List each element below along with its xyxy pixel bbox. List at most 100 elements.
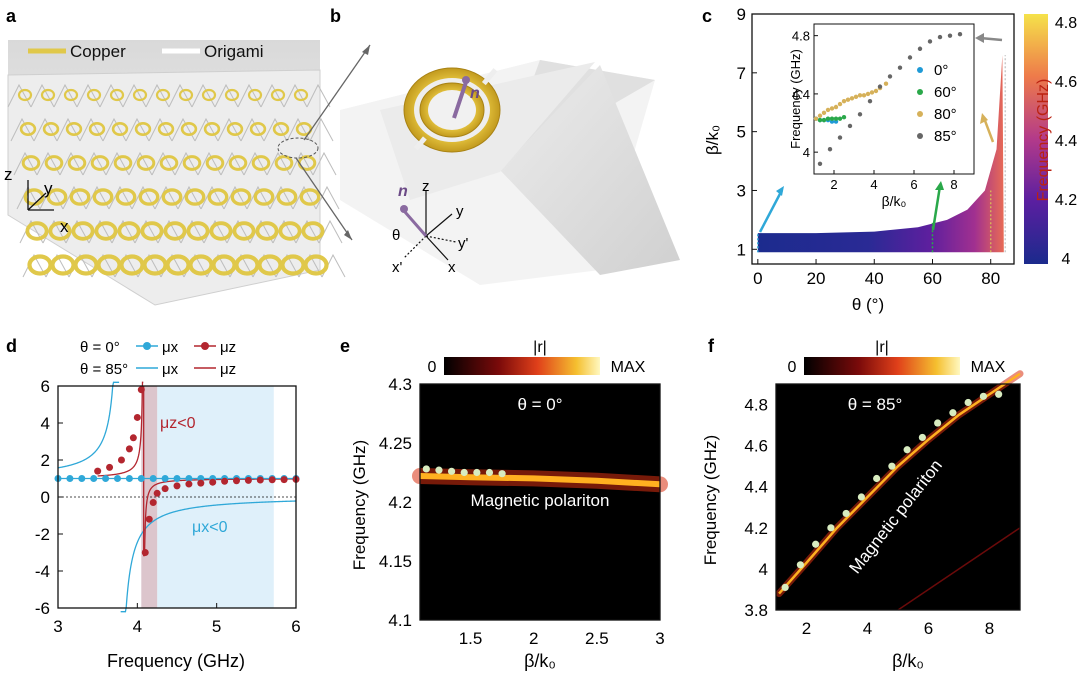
fold-row — [7, 83, 331, 108]
inset-point-80° — [841, 98, 847, 104]
fold-row — [13, 151, 337, 176]
inset-point-60° — [833, 116, 839, 121]
inset-point-85° — [947, 33, 953, 38]
axis-y-b: y — [456, 203, 464, 220]
measured-point — [796, 561, 805, 569]
axis-z-b: z — [422, 178, 430, 195]
copper-ring — [301, 221, 325, 241]
inset-point-85° — [887, 74, 893, 79]
copper-ring — [71, 221, 95, 241]
inset-point-80° — [853, 94, 859, 100]
inset-y-tick-label: 4.4 — [792, 87, 810, 102]
inset-ylabel: Frequency (GHz) — [788, 49, 803, 149]
inset-frame — [813, 23, 975, 175]
x-tick-label: 6 — [924, 619, 933, 638]
mux-point-0 — [125, 475, 133, 482]
measured-point — [842, 509, 850, 518]
inset-point-80° — [857, 93, 863, 98]
inset-legend-marker — [917, 111, 923, 117]
ylabel-c: β/k₀ — [703, 125, 722, 155]
x-tick-label: 1.5 — [459, 629, 483, 648]
copper-ring — [203, 122, 221, 137]
panel-label-e: e — [340, 336, 350, 356]
inset-point-80° — [845, 97, 851, 102]
legend-d-row2: θ = 85° — [80, 361, 128, 378]
legend-a: Copper Origami — [28, 42, 264, 61]
mux-point-0 — [173, 475, 181, 482]
muz-point-0 — [137, 386, 145, 394]
inset-point-85° — [937, 34, 943, 40]
copper-ring — [155, 88, 171, 102]
mux-point-0 — [114, 475, 121, 482]
copper-ring — [161, 188, 183, 206]
x-tick-label: 3 — [655, 629, 664, 648]
copper-ring — [207, 188, 229, 206]
arrow-60deg — [931, 185, 942, 231]
copper-rings — [17, 88, 329, 276]
y-tick-label: 6 — [41, 377, 50, 396]
inset-legend-label: 80° — [934, 106, 957, 123]
inset-legend-marker — [917, 67, 923, 73]
x-tick-label: 3 — [53, 617, 62, 636]
measured-point — [934, 419, 942, 427]
mux-curve-85 — [57, 381, 120, 469]
copper-ring — [109, 88, 125, 102]
plot-d: 3 4 5 6 -6 -4 -2 0 2 4 6 μz<0 μx<0 — [35, 377, 301, 636]
plot-e: θ = 0° Magnetic polariton 1.5 2 2.5 3 4.1 4.15 4… — [379, 375, 668, 648]
measured-point — [447, 467, 456, 475]
inset-point-60° — [821, 117, 827, 123]
copper-ring — [249, 122, 267, 137]
colorbar-c — [1024, 14, 1048, 264]
inset-x-tick-label: 2 — [830, 177, 837, 192]
inset-arrows — [758, 33, 1003, 233]
mux-point-0 — [102, 475, 110, 482]
plot-frame — [775, 383, 1021, 611]
panel-a: a Copper Origami z y x — [4, 6, 346, 306]
band-label: Magnetic polariton — [471, 491, 610, 510]
muz-point-0 — [280, 476, 288, 484]
legend-muz-label-1: μz — [220, 339, 236, 356]
muz-negative-label: μz<0 — [160, 415, 196, 432]
muz-point-0 — [244, 476, 252, 484]
inset-point-80° — [825, 107, 831, 113]
copper-ring — [230, 188, 252, 206]
copper-ring — [92, 188, 114, 206]
measured-point — [781, 583, 789, 592]
measured-point — [903, 446, 911, 454]
panel-label-a: a — [6, 6, 17, 26]
inset-point-60° — [825, 116, 831, 121]
muz-point-0 — [133, 413, 141, 421]
colorbar-f — [804, 357, 960, 375]
y-tick-label: -4 — [35, 562, 50, 581]
copper-ring — [293, 88, 309, 102]
x-tick-label: 4 — [133, 617, 142, 636]
panel-label-b: b — [330, 6, 341, 26]
mux-point-0 — [161, 475, 169, 482]
muz-point-0 — [209, 478, 217, 486]
mux-curve-85 — [120, 500, 297, 613]
x-tick-label: 8 — [985, 619, 994, 638]
copper-ring — [138, 188, 160, 206]
inset-point-85° — [907, 55, 913, 60]
copper-ring — [228, 155, 248, 171]
copper-ring — [159, 155, 179, 171]
origami-ridge-right — [500, 65, 680, 275]
copper-ring — [94, 221, 118, 241]
mux-point-0 — [66, 475, 74, 482]
inset-point-85° — [897, 65, 903, 70]
legend-mux-label-2: μx — [162, 361, 179, 378]
inset-point-85° — [817, 161, 823, 167]
copper-ring — [132, 88, 148, 102]
arrow-80deg — [982, 117, 995, 143]
mux-point-0 — [78, 475, 86, 482]
panel-d: d 3 4 5 6 -6 -4 -2 0 2 4 6 μz<0 μx<0 θ = 0° μx μz θ … — [6, 336, 301, 671]
inset-point-60° — [817, 117, 823, 123]
x-tick-label: 2.5 — [585, 629, 609, 648]
y-tick-label: 4 — [759, 560, 768, 579]
ylabel-e: Frequency (GHz) — [350, 440, 369, 570]
x-tick-label: 40 — [865, 269, 884, 288]
inset-point-85° — [957, 31, 963, 37]
x-tick-label: 80 — [981, 269, 1000, 288]
panel-b: b n n z y y' x x' — [330, 6, 680, 285]
